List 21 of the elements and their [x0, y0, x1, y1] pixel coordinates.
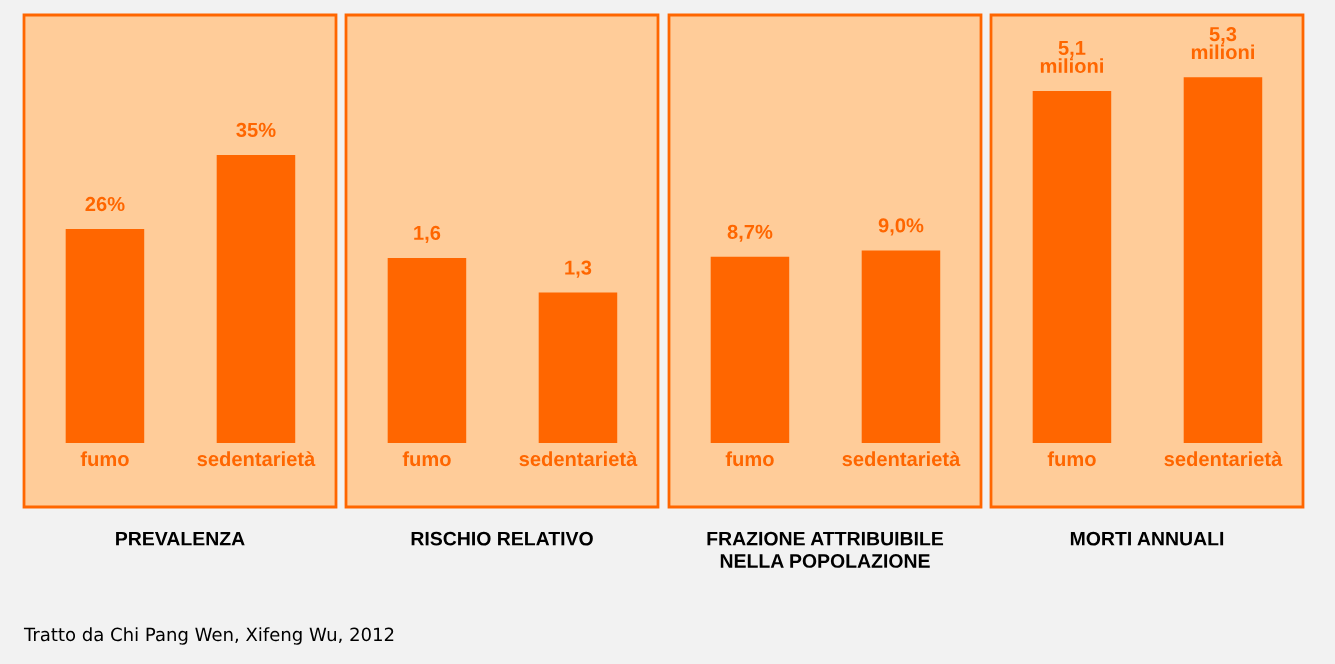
data-label: 1,3 — [565, 260, 592, 278]
x-tick-label: sedentarietà — [197, 451, 316, 467]
x-axis-title: FRAZIONE ATTRIBUIBILE NELLA POPOLAZIONE — [707, 531, 944, 568]
data-label: 5,3 milioni — [1191, 26, 1254, 60]
x-tick-label: sedentarietà — [519, 451, 638, 467]
x-axis-title: MORTI ANNUALI — [1070, 531, 1224, 546]
data-label: 26% — [85, 196, 125, 212]
x-tick-label: fumo — [80, 451, 129, 467]
x-tick-label: sedentarietà — [842, 451, 961, 467]
data-label: 9,0% — [878, 218, 924, 236]
x-tick-label: sedentarietà — [1164, 451, 1283, 467]
x-tick-label: fumo — [402, 451, 451, 467]
data-label: 1,6 — [414, 225, 441, 243]
x-axis-title: PREVALENZA — [116, 531, 245, 546]
text: Tratto da Chi Pang Wen, Xifeng Wu, 2012 — [23, 627, 394, 645]
x-tick-label: fumo — [725, 451, 774, 467]
x-axis-title: RISCHIO RELATIVO — [411, 531, 593, 546]
data-label: 35% — [236, 122, 276, 138]
data-label: 5,1 milioni — [1040, 40, 1103, 74]
data-label: 8,7% — [727, 224, 773, 242]
x-tick-label: fumo — [1047, 451, 1096, 467]
